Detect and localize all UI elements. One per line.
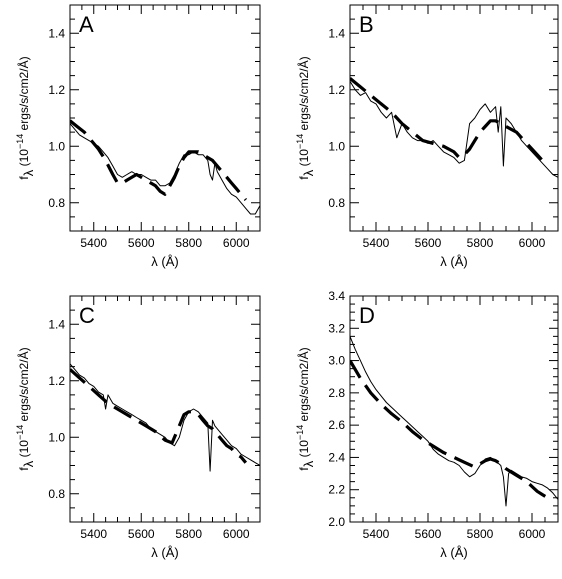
model-dashed-curve	[350, 359, 554, 503]
y-axis-label: fλ (10−14 ergs/s/cm2/Å)	[295, 56, 316, 179]
x-axis-label: λ (Å)	[151, 545, 178, 560]
model-dashed-curve	[350, 77, 549, 168]
y-tick-label: 0.8	[328, 196, 345, 210]
panel-label: A	[79, 12, 94, 37]
panel-label: B	[359, 12, 374, 37]
panel-d: 5400 5600 5800 6000 2.0 2.2 2.4 2.6 2.8 3.0 3.2 3.4…	[295, 289, 559, 560]
observed-spectrum-curve	[350, 336, 558, 507]
y-axis-label-part: −14	[15, 134, 25, 149]
y-tick-label: 3.2	[328, 321, 345, 335]
y-tick-label: 1.0	[48, 430, 65, 444]
y-axis-label-part: ergs/s/cm2/Å)	[16, 347, 31, 424]
y-tick-label: 3.4	[328, 289, 345, 303]
model-dashed-curve	[70, 368, 248, 464]
y-axis-label-part: f	[17, 176, 31, 180]
observed-spectrum-curve	[350, 81, 558, 178]
x-tick-label: 5600	[128, 236, 155, 250]
x-tick-label: 5600	[128, 527, 155, 541]
y-tick-label: 2.4	[328, 450, 345, 464]
x-tick-label: 5400	[363, 527, 390, 541]
panel-c: 5400 5600 5800 6000 0.8 1.0 1.2 1.4 Cλ (Å) fλ (10…	[15, 295, 261, 560]
y-axis-label-part: ergs/s/cm2/Å)	[296, 347, 311, 424]
y-axis-label-part: (10	[17, 440, 31, 461]
y-axis-label-part: f	[297, 176, 311, 180]
y-tick-label: 2.2	[328, 483, 345, 497]
model-dashed-curve	[70, 119, 248, 201]
y-tick-label: 1.4	[48, 317, 65, 331]
y-axis-label-part: λ	[301, 460, 316, 467]
x-tick-label: 5600	[415, 236, 442, 250]
y-tick-label: 0.8	[48, 196, 65, 210]
panel-b: 5400 5600 5800 6000 0.8 1.0 1.2 1.4 Bλ (Å) fλ (10…	[295, 4, 559, 269]
plot-frame	[349, 295, 559, 523]
x-tick-label: 5400	[363, 236, 390, 250]
panel-label: C	[79, 303, 95, 328]
y-tick-label: 1.2	[328, 83, 345, 97]
x-tick-label: 5800	[175, 527, 202, 541]
plot-frame	[349, 4, 559, 232]
x-tick-label: 5600	[415, 527, 442, 541]
y-axis-label: fλ (10−14 ergs/s/cm2/Å)	[15, 347, 36, 470]
y-tick-label: 1.0	[48, 139, 65, 153]
y-axis-label-part: λ	[21, 169, 36, 176]
y-axis-label-part: (10	[297, 440, 311, 461]
x-tick-label: 5400	[80, 236, 107, 250]
y-tick-label: 2.6	[328, 418, 345, 432]
observed-spectrum-curve	[70, 363, 260, 472]
x-tick-label: 6000	[223, 236, 250, 250]
x-tick-label: 6000	[519, 236, 546, 250]
y-tick-label: 1.2	[48, 374, 65, 388]
x-axis-label: λ (Å)	[440, 254, 467, 269]
y-axis-label-part: −14	[295, 134, 305, 149]
observed-spectrum-curve	[70, 123, 260, 215]
x-tick-label: 5400	[80, 527, 107, 541]
y-axis-label-part: (10	[297, 149, 311, 170]
x-tick-label: 5800	[467, 236, 494, 250]
y-tick-label: 0.8	[48, 487, 65, 501]
y-axis-label-part: λ	[301, 169, 316, 176]
y-axis-label-part: f	[17, 467, 31, 471]
x-axis-label: λ (Å)	[151, 254, 178, 269]
panel-label: D	[359, 303, 375, 328]
y-tick-label: 1.0	[328, 139, 345, 153]
y-tick-label: 2.8	[328, 386, 345, 400]
y-axis-label-part: ergs/s/cm2/Å)	[296, 56, 311, 133]
y-axis-label-part: (10	[17, 149, 31, 170]
y-tick-label: 1.2	[48, 83, 65, 97]
x-axis-label: λ (Å)	[440, 545, 467, 560]
y-axis-label: fλ (10−14 ergs/s/cm2/Å)	[15, 56, 36, 179]
y-tick-label: 3.0	[328, 354, 345, 368]
x-tick-label: 5800	[467, 527, 494, 541]
y-tick-label: 1.4	[48, 26, 65, 40]
y-tick-label: 2.0	[328, 515, 345, 529]
y-axis-label-part: λ	[21, 460, 36, 467]
x-tick-label: 6000	[519, 527, 546, 541]
x-tick-label: 6000	[223, 527, 250, 541]
y-axis-label: fλ (10−14 ergs/s/cm2/Å)	[295, 347, 316, 470]
y-axis-label-part: ergs/s/cm2/Å)	[16, 56, 31, 133]
plot-frame	[69, 4, 261, 232]
y-axis-label-part: −14	[15, 425, 25, 440]
panel-a: 5400 5600 5800 6000 0.8 1.0 1.2 1.4 Aλ (Å) fλ (10…	[15, 4, 261, 269]
y-axis-label-part: f	[297, 467, 311, 471]
plot-frame	[69, 295, 261, 523]
x-tick-label: 5800	[175, 236, 202, 250]
y-tick-label: 1.4	[328, 26, 345, 40]
y-axis-label-part: −14	[295, 425, 305, 440]
